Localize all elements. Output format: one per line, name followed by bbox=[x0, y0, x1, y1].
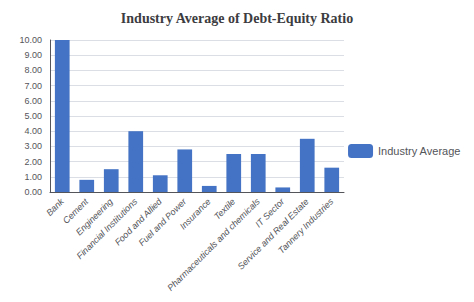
svg-text:6.00: 6.00 bbox=[24, 96, 42, 106]
svg-text:5.00: 5.00 bbox=[24, 111, 42, 121]
svg-text:10.00: 10.00 bbox=[19, 35, 42, 45]
svg-text:7.00: 7.00 bbox=[24, 81, 42, 91]
svg-text:1.00: 1.00 bbox=[24, 172, 42, 182]
svg-text:2.00: 2.00 bbox=[24, 157, 42, 167]
svg-text:Engineering: Engineering bbox=[73, 196, 115, 238]
svg-text:Cement: Cement bbox=[61, 196, 91, 226]
svg-text:3.00: 3.00 bbox=[24, 141, 42, 151]
svg-text:Financial Institutions: Financial Institutions bbox=[74, 196, 140, 262]
svg-text:IT Sector: IT Sector bbox=[253, 196, 287, 230]
svg-text:8.00: 8.00 bbox=[24, 65, 42, 75]
svg-text:Fuel and Power: Fuel and Power bbox=[136, 196, 189, 248]
svg-text:0.00: 0.00 bbox=[24, 187, 42, 197]
svg-text:Pharmaceuticals and chemicals: Pharmaceuticals and chemicals bbox=[165, 196, 262, 293]
svg-text:Food and Allied: Food and Allied bbox=[112, 196, 164, 248]
svg-text:Tannery Industries: Tannery Industries bbox=[276, 196, 335, 255]
svg-text:Insurance: Insurance bbox=[178, 196, 213, 231]
svg-text:Textile: Textile bbox=[212, 196, 238, 222]
svg-text:Industry Average of Debt-Equit: Industry Average of Debt-Equity Ratio bbox=[121, 11, 353, 26]
svg-text:Industry Average: Industry Average bbox=[378, 145, 460, 157]
svg-text:4.00: 4.00 bbox=[24, 126, 42, 136]
svg-text:Service and Real Estate: Service and Real Estate bbox=[235, 196, 311, 272]
svg-text:9.00: 9.00 bbox=[24, 50, 42, 60]
svg-text:Bank: Bank bbox=[44, 196, 66, 218]
